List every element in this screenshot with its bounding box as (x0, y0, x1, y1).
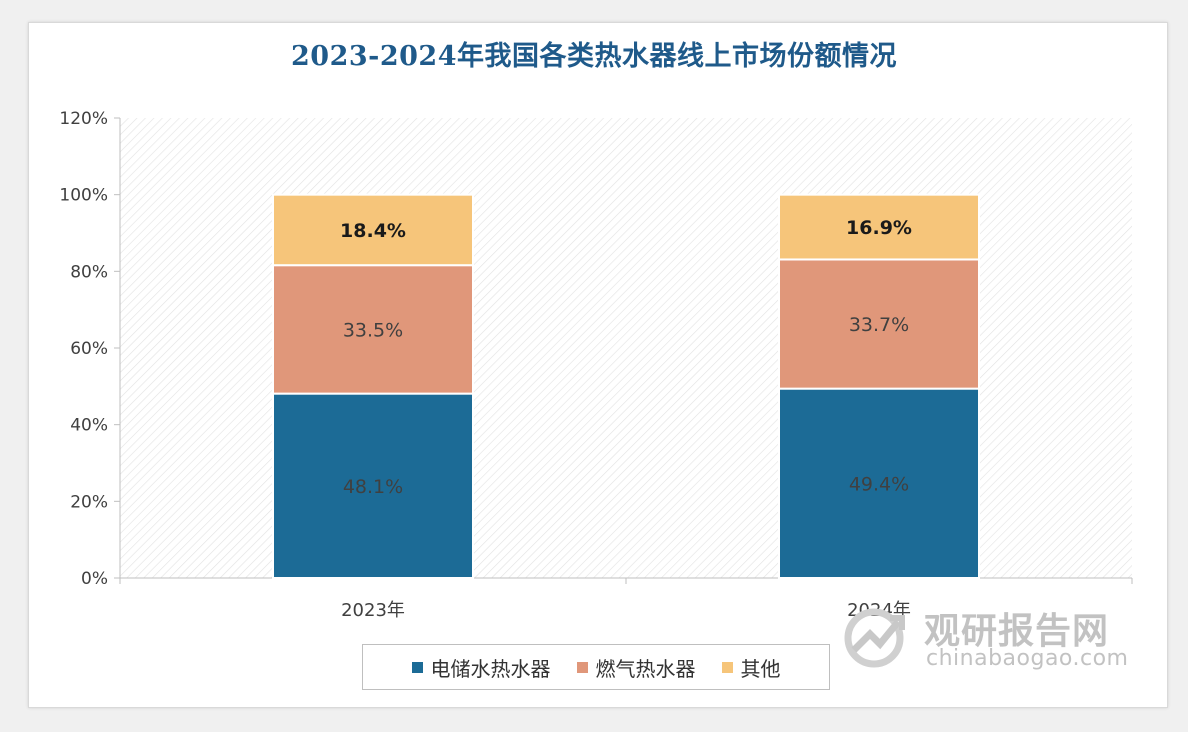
chart-title: 2023-2024年我国各类热水器线上市场份额情况 (291, 41, 897, 72)
bar-segment (778, 387, 980, 579)
y-tick-label: 40% (70, 416, 108, 436)
watermark-brand-en: chinabaogao.com (926, 646, 1129, 671)
legend-item-gas: 燃气热水器 (576, 653, 696, 682)
y-tick-label: 0% (81, 569, 108, 589)
data-label: 16.9% (846, 217, 912, 239)
legend-label: 燃气热水器 (595, 656, 696, 681)
watermark-logo-icon (844, 608, 905, 668)
legend-item-electric: 电储水热水器 (411, 653, 551, 682)
legend-label: 其他 (740, 656, 781, 681)
legend-swatch (576, 661, 588, 673)
y-tick-label: 120% (59, 109, 108, 129)
y-tick-label: 100% (59, 186, 108, 206)
legend-item-other: 其他 (721, 653, 781, 682)
legend-label: 电储水热水器 (430, 656, 551, 681)
data-label: 33.7% (849, 314, 909, 336)
watermark-brand-cn: 观研报告网 (924, 611, 1110, 652)
y-tick-label: 20% (70, 492, 108, 512)
bar-segment (778, 258, 980, 390)
bar-segment (272, 264, 474, 395)
plot-area (120, 118, 1132, 578)
bar-segment (778, 193, 980, 261)
data-label: 33.5% (343, 319, 403, 341)
data-label: 18.4% (340, 220, 406, 242)
y-tick-label: 80% (70, 262, 108, 282)
y-tick-label: 60% (70, 339, 108, 359)
legend-swatch (721, 661, 733, 673)
watermark: 观研报告网 chinabaogao.com (836, 596, 1156, 676)
data-label: 49.4% (849, 473, 909, 495)
data-label: 48.1% (343, 476, 403, 498)
x-tick-label: 2023年 (341, 600, 405, 621)
bar-segment (272, 193, 474, 267)
chart-legend: 电储水热水器 燃气热水器 其他 (362, 644, 830, 690)
legend-swatch (411, 661, 423, 673)
